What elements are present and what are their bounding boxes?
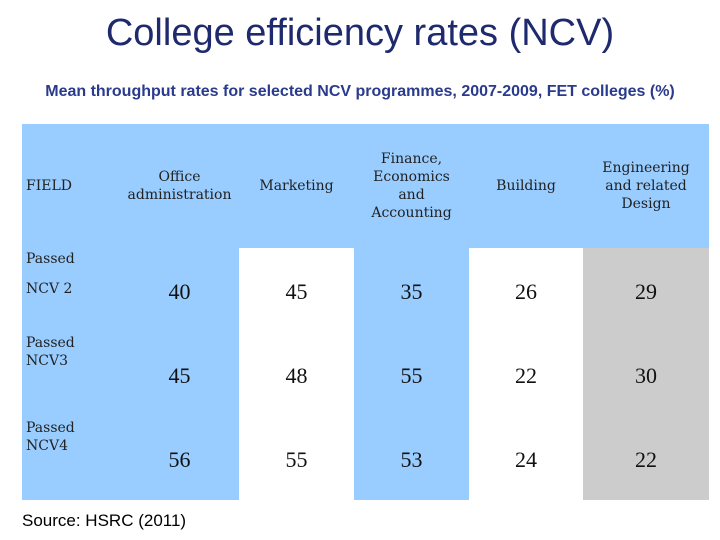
field-header: FIELD (26, 178, 72, 194)
table-cell: 53 (400, 447, 423, 472)
column-header-engineering: Engineering and related Design (602, 160, 690, 212)
slide-title: College efficiency rates (NCV) (105, 12, 615, 54)
row-label-ncv3: Passed NCV3 (26, 335, 75, 369)
table-cell: 45 (168, 363, 191, 388)
marketing-column-bg (239, 248, 354, 500)
engineering-column-bg (583, 248, 709, 500)
table-cell: 24 (515, 447, 537, 472)
column-header-office-administration: Office administration (127, 169, 232, 203)
column-header-marketing: Marketing (259, 178, 334, 194)
row-label-ncv4: Passed NCV4 (26, 420, 75, 454)
table-cell: 55 (400, 363, 423, 388)
table-cell: 40 (168, 279, 191, 304)
table-cell: 30 (635, 363, 657, 388)
table-header-band (22, 124, 709, 248)
source-note: Source: HSRC (2011) (22, 511, 187, 530)
table-cell: 45 (285, 279, 308, 304)
building-column-bg (469, 248, 583, 500)
table-cell: 22 (515, 363, 537, 388)
table-cell: 29 (635, 279, 657, 304)
passed-label: Passed (26, 251, 75, 267)
table-cell: 48 (285, 363, 308, 388)
column-header-finance: Finance, Economics and Accounting (371, 151, 452, 221)
table-cell: 55 (285, 447, 308, 472)
column-header-building: Building (496, 178, 556, 194)
slide-subtitle: Mean throughput rates for selected NCV p… (45, 83, 675, 100)
finance-column-bg (354, 248, 469, 500)
table-cell: 26 (515, 279, 537, 304)
table-cell: 22 (635, 447, 657, 472)
row-label-ncv2: NCV 2 (26, 281, 73, 297)
table-cell: 56 (168, 447, 191, 472)
table-cell: 35 (400, 279, 423, 304)
label-and-office-column-bg (22, 248, 239, 500)
